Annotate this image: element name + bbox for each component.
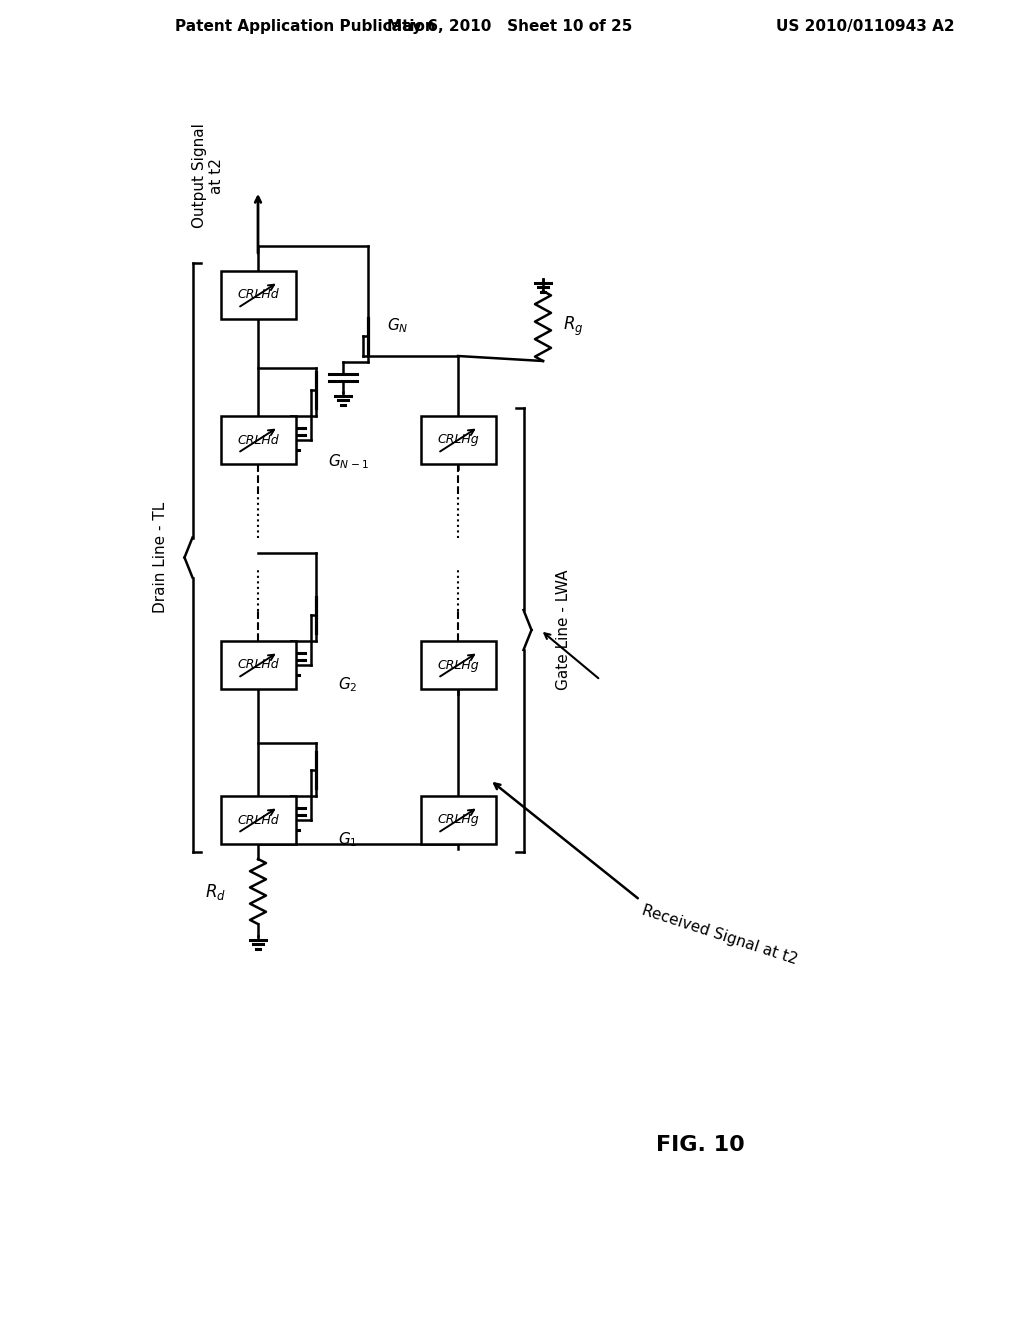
Text: CRLHd: CRLHd	[238, 433, 279, 446]
Text: Patent Application Publication: Patent Application Publication	[175, 20, 436, 34]
Bar	[421, 642, 496, 689]
Bar	[421, 416, 496, 465]
Text: CRLHd: CRLHd	[238, 289, 279, 301]
Text: Output Signal
at t2: Output Signal at t2	[191, 124, 224, 228]
Text: CRLHg: CRLHg	[437, 659, 479, 672]
Text: G$_1$: G$_1$	[338, 830, 357, 849]
Text: Drain Line - TL: Drain Line - TL	[153, 502, 168, 612]
Text: CRLHd: CRLHd	[238, 813, 279, 826]
Bar	[421, 796, 496, 843]
Text: G$_{N-1}$: G$_{N-1}$	[328, 453, 369, 471]
Text: CRLHg: CRLHg	[437, 433, 479, 446]
Text: US 2010/0110943 A2: US 2010/0110943 A2	[776, 20, 954, 34]
Text: Gate Line - LWA: Gate Line - LWA	[556, 570, 571, 690]
Text: CRLHg: CRLHg	[437, 813, 479, 826]
Text: R$_g$: R$_g$	[563, 314, 584, 338]
Text: G$_2$: G$_2$	[338, 676, 357, 694]
Text: CRLHd: CRLHd	[238, 659, 279, 672]
Bar	[220, 416, 296, 465]
Text: Received Signal at t2: Received Signal at t2	[640, 903, 800, 968]
Bar	[220, 796, 296, 843]
Text: May 6, 2010   Sheet 10 of 25: May 6, 2010 Sheet 10 of 25	[387, 20, 633, 34]
Bar	[220, 642, 296, 689]
Text: R$_d$: R$_d$	[205, 882, 226, 902]
Text: FIG. 10: FIG. 10	[655, 1135, 744, 1155]
Bar	[220, 271, 296, 319]
Text: G$_N$: G$_N$	[387, 317, 409, 335]
